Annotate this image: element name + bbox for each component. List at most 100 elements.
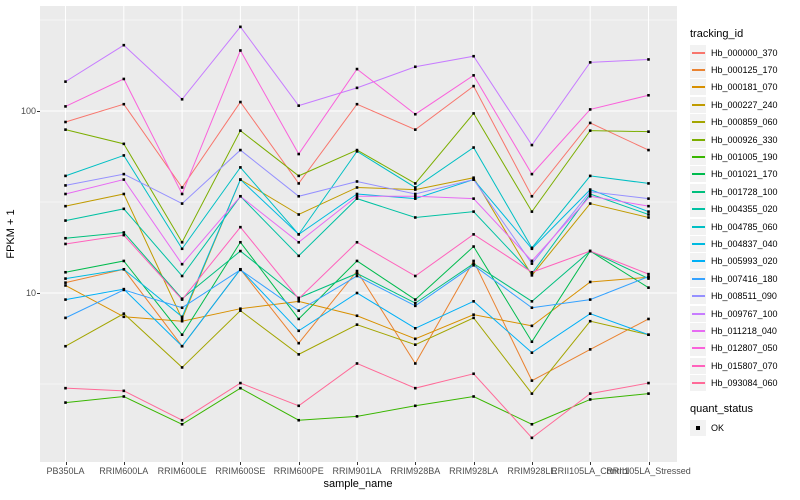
data-point [180, 317, 184, 321]
legend-item-label: Hb_001005_190 [711, 152, 778, 163]
data-point [414, 404, 417, 408]
legend-key [690, 44, 706, 61]
data-point [588, 249, 592, 253]
x-tick-mark [531, 462, 533, 465]
data-point [588, 121, 592, 125]
data-point [414, 194, 417, 198]
data-point [239, 309, 242, 312]
data-point [355, 274, 359, 278]
data-point [122, 142, 126, 146]
data-point [355, 192, 359, 196]
data-point [647, 216, 650, 219]
legend-key [690, 253, 706, 270]
legend-key-line-icon [691, 225, 705, 228]
x-tick-label-RRIM600SE: RRIM600SE [215, 466, 266, 476]
data-point [180, 240, 184, 244]
data-point [355, 269, 359, 273]
legend-item-Hb_001728_100: Hb_001728_100 [690, 183, 798, 200]
legend-quant-status: quant_status OK [690, 403, 798, 436]
data-point [297, 341, 300, 345]
data-point [239, 178, 242, 181]
legend-key-line-icon [691, 312, 705, 315]
data-point [472, 259, 475, 263]
data-point [297, 353, 300, 356]
data-point [530, 247, 534, 251]
legend-key-line-icon [691, 69, 705, 72]
data-point [64, 344, 67, 348]
data-point [355, 180, 359, 183]
data-point [647, 275, 650, 278]
data-point [588, 202, 592, 205]
data-point [239, 381, 242, 385]
data-point [530, 210, 534, 213]
x-tick-mark [123, 462, 125, 465]
legend-item-Hb_000227_240: Hb_000227_240 [690, 96, 798, 113]
y-tick-label: 10 [25, 287, 36, 298]
data-point [64, 277, 67, 280]
data-point [588, 192, 592, 196]
legend-item-Hb_004837_040: Hb_004837_040 [690, 235, 798, 252]
legend-item-label: Hb_015807_070 [711, 360, 778, 371]
data-point [64, 386, 67, 390]
data-point [588, 108, 592, 111]
data-point [472, 316, 475, 320]
legend-key-line-icon [691, 156, 705, 159]
legend-item-label: Hb_000000_370 [711, 47, 778, 58]
legend-key [690, 131, 706, 148]
legend-key [690, 96, 706, 113]
data-point [239, 249, 242, 253]
data-point [297, 254, 300, 258]
x-tick-label-RRIM901LA: RRIM901LA [332, 466, 382, 476]
legend-key [690, 270, 706, 287]
data-point [180, 366, 184, 369]
legend-item-label: Hb_004355_020 [711, 204, 778, 215]
legend-item-label: Hb_000926_330 [711, 134, 778, 145]
data-point [297, 404, 300, 408]
x-tick-label-RRIM928LE: RRIM928LE [507, 466, 557, 476]
data-point [647, 277, 650, 280]
x-tick-label-RRIM600LE: RRIM600LE [157, 466, 207, 476]
data-point [472, 395, 475, 398]
data-point [414, 197, 417, 200]
legend-item-label: Hb_000227_240 [711, 99, 778, 110]
data-point [180, 262, 184, 266]
x-tick-label-RRIM600LA: RRIM600LA [99, 466, 149, 476]
data-point [530, 143, 534, 147]
x-tick-label-RRIM928BA: RRIM928BA [390, 466, 441, 476]
legend-key-line-icon [691, 347, 705, 350]
data-point [414, 343, 417, 346]
data-point [297, 174, 300, 178]
data-point [530, 379, 534, 382]
data-point [472, 178, 475, 181]
data-point [239, 166, 242, 169]
legend-title-quant-status: quant_status [690, 402, 753, 415]
y-axis-title: FPKM + 1 [5, 209, 17, 259]
data-point [64, 298, 67, 301]
data-point [64, 184, 67, 187]
data-point [355, 86, 359, 90]
data-point [180, 186, 184, 189]
data-point [122, 207, 126, 211]
legend-key [690, 79, 706, 96]
legend-item-Hb_007416_180: Hb_007416_180 [690, 270, 798, 287]
data-point [472, 112, 475, 115]
legend-key-line-icon [691, 277, 705, 280]
data-point [472, 233, 475, 236]
data-point [297, 300, 300, 303]
data-point [588, 129, 592, 132]
data-point [297, 418, 300, 422]
data-point [180, 97, 184, 101]
legend-item-Hb_093084_060: Hb_093084_060 [690, 374, 798, 392]
legend-item-ok: OK [690, 419, 798, 436]
data-point [472, 313, 475, 316]
data-point [355, 272, 359, 275]
data-point [355, 148, 359, 152]
data-point [297, 329, 300, 333]
black-square-marker-icon [696, 425, 700, 430]
legend-key [690, 166, 706, 183]
data-point [355, 259, 359, 263]
data-point [122, 231, 126, 234]
data-point [297, 309, 300, 312]
legend-key [690, 375, 706, 392]
